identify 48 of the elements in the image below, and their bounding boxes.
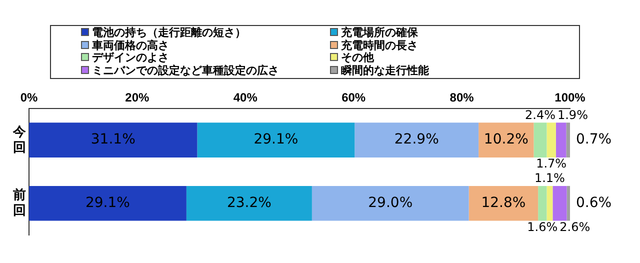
bar [29, 122, 198, 158]
bar [312, 186, 469, 221]
bar [354, 122, 479, 158]
x-tick-label: 40% [233, 90, 258, 105]
data-label: 1.1% [534, 171, 565, 186]
data-label: 2.4% [524, 108, 556, 122]
bar [546, 186, 553, 221]
bar [197, 122, 355, 158]
legend-label: 電池の持ち（走行距離の短さ） [91, 26, 247, 40]
bar [566, 122, 570, 158]
legend-label: 瞬間的な走行性能 [340, 64, 430, 77]
data-label: 10.2% [484, 132, 528, 148]
data-label: 29.0% [368, 194, 413, 211]
x-tick-label: 100% [554, 90, 586, 105]
legend-label: その他 [340, 51, 375, 64]
data-label: 1.7% [536, 156, 567, 171]
data-label: 2.6% [560, 220, 590, 234]
x-tick-label: 60% [342, 90, 366, 105]
y-tick-label: 今回 [12, 124, 27, 154]
data-label: 22.9% [394, 132, 439, 148]
x-tick-label: 0% [20, 90, 38, 105]
bar [186, 186, 312, 221]
data-label: 1.9% [557, 108, 588, 122]
data-label: 1.6% [527, 220, 558, 234]
x-tick-label: 80% [450, 90, 474, 105]
data-label: 31.1% [90, 132, 136, 148]
bar [468, 186, 538, 221]
data-label: 23.2% [226, 194, 272, 211]
legend-label: 充電場所の確保 [340, 26, 419, 40]
legend-label: 車両価格の高さ [91, 38, 170, 52]
data-label: 0.7% [576, 132, 612, 148]
data-label: 29.1% [254, 132, 298, 148]
data-label: 29.1% [85, 194, 130, 211]
data-label: 12.8% [481, 194, 526, 211]
legend-label: デザインのよさ [91, 51, 170, 64]
x-tick-label: 20% [125, 90, 150, 105]
bar [546, 122, 556, 158]
bar [538, 186, 547, 221]
bar [29, 186, 186, 221]
bar [556, 122, 566, 158]
bar [478, 122, 534, 158]
legend-label: ミニバンでの設定など車種設定の広さ [91, 64, 280, 77]
data-label: 0.6% [576, 194, 612, 211]
bar [566, 186, 570, 221]
bar [552, 186, 567, 221]
legend-label: 充電時間の長さ [340, 38, 419, 52]
bar [534, 122, 547, 158]
y-tick-label: 前回 [12, 187, 26, 218]
